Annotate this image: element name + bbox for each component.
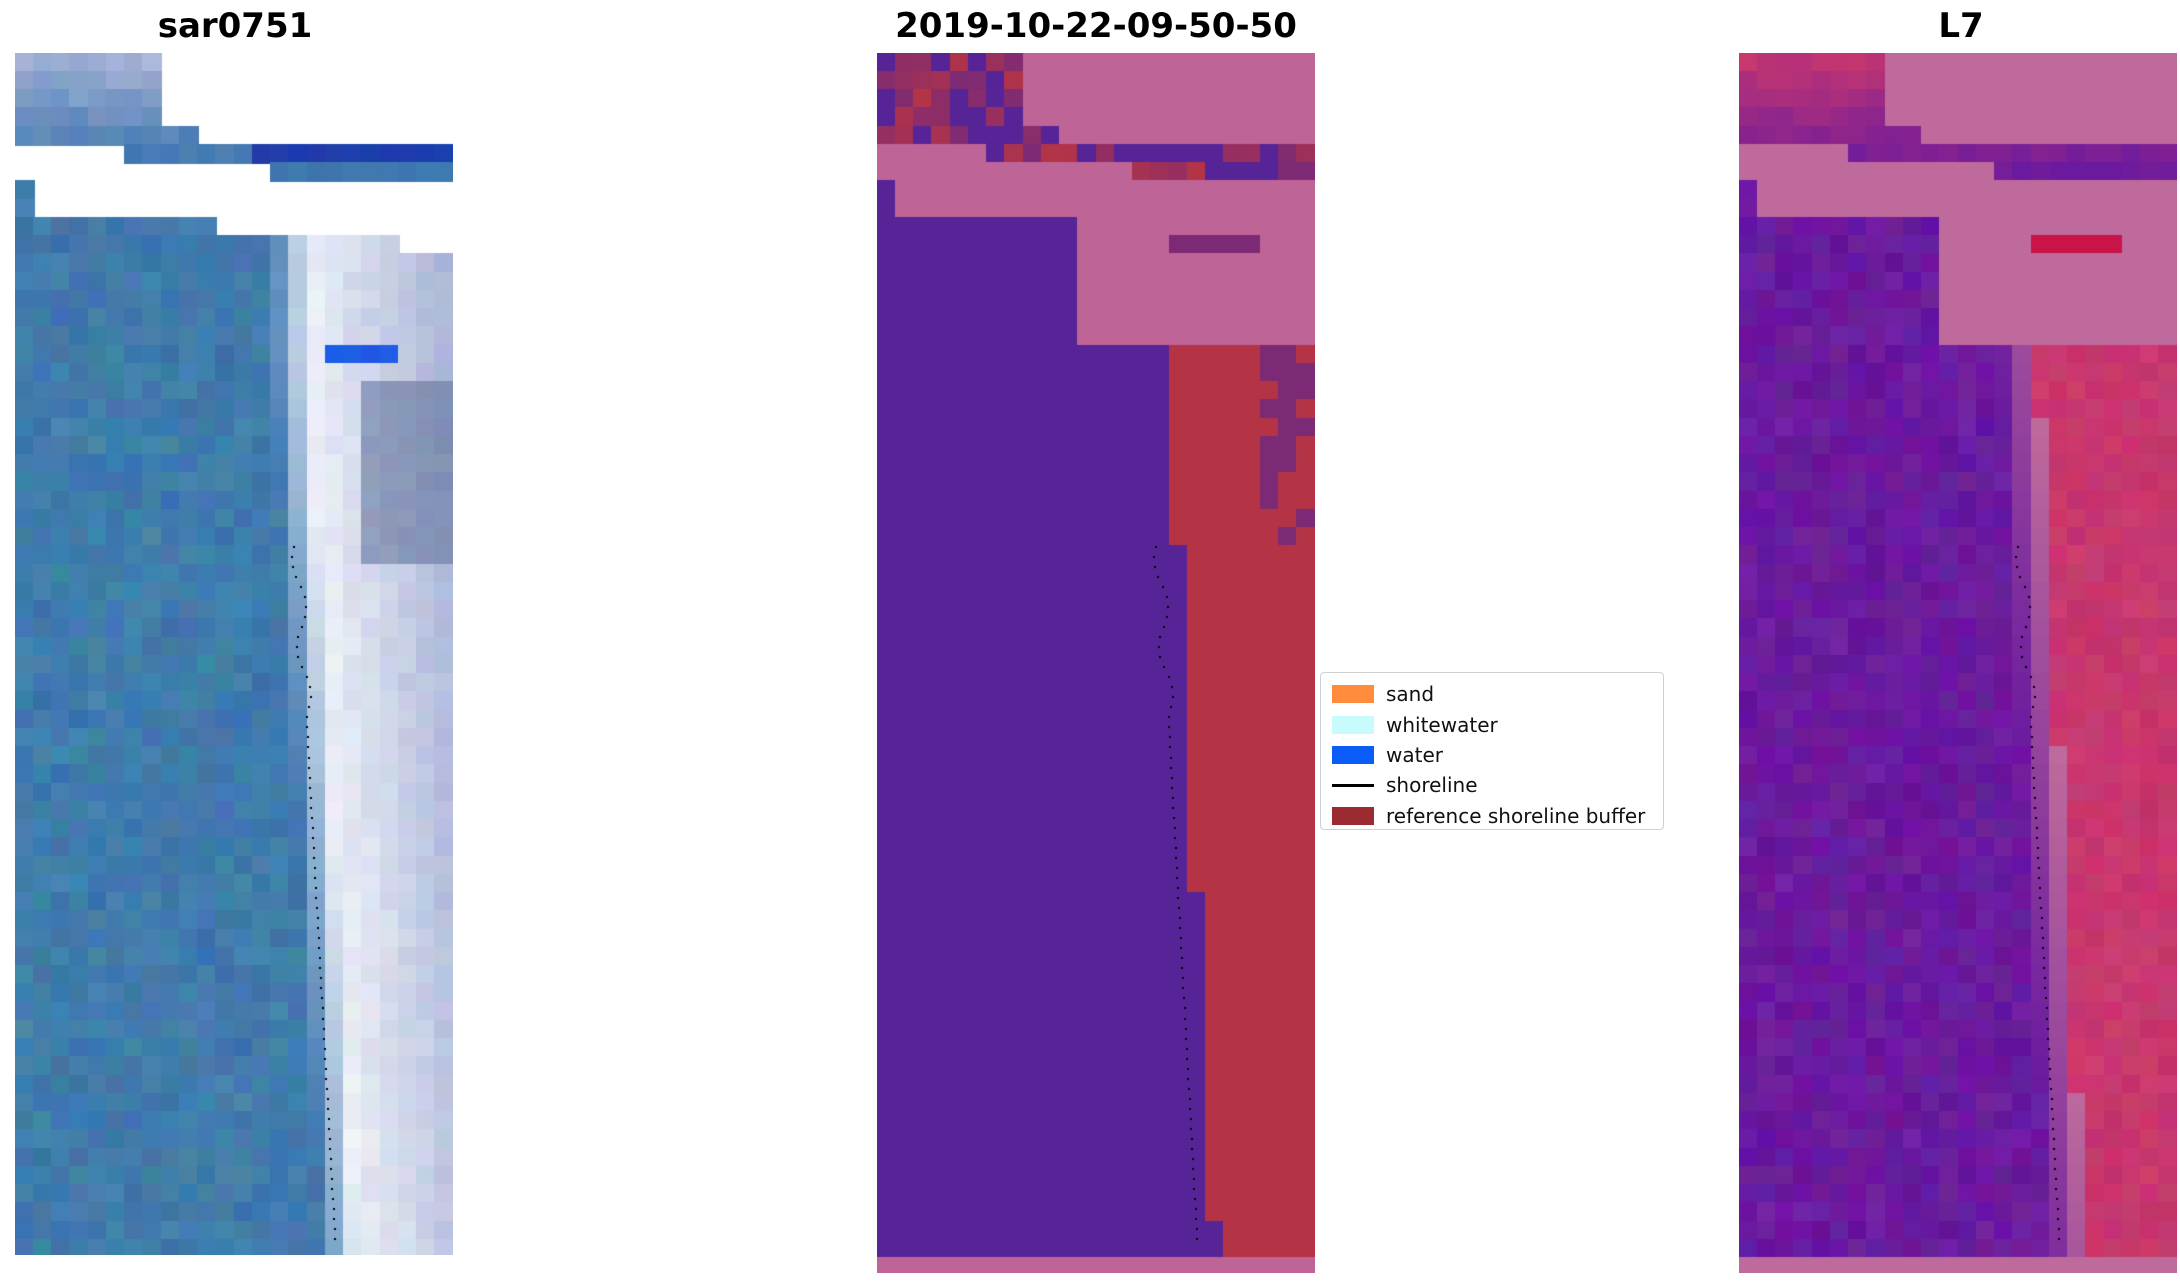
title-index: L7 xyxy=(1938,6,1984,46)
legend-item-sand: sand xyxy=(1321,679,1663,709)
legend-swatch-icon xyxy=(1332,745,1374,764)
legend-item-water: water xyxy=(1321,740,1663,770)
legend-line-icon xyxy=(1332,783,1374,787)
legend-label: whitewater xyxy=(1386,712,1498,737)
legend: sand whitewater water shoreline reference sh… xyxy=(1320,672,1664,830)
legend-label: reference shoreline buffer xyxy=(1386,803,1646,828)
title-classification: 2019-10-22-09-50-50 xyxy=(895,6,1297,46)
index-image-panel xyxy=(1739,53,2177,1273)
legend-item-shoreline: shoreline xyxy=(1321,770,1663,800)
title-rgb: sar0751 xyxy=(157,6,313,46)
legend-label: shoreline xyxy=(1386,773,1478,798)
classification-canvas xyxy=(877,53,1315,1273)
legend-label: sand xyxy=(1386,682,1435,707)
legend-item-whitewater: whitewater xyxy=(1321,709,1663,739)
classification-panel xyxy=(877,53,1315,1273)
rgb-image-canvas xyxy=(15,53,453,1255)
legend-swatch-icon xyxy=(1332,806,1374,825)
legend-item-reference-shoreline-buffer: reference shoreline buffer xyxy=(1321,801,1663,831)
legend-swatch-icon xyxy=(1332,685,1374,704)
rgb-image-panel xyxy=(15,53,453,1255)
legend-swatch-icon xyxy=(1332,715,1374,734)
index-image-canvas xyxy=(1739,53,2177,1273)
legend-label: water xyxy=(1386,742,1443,767)
